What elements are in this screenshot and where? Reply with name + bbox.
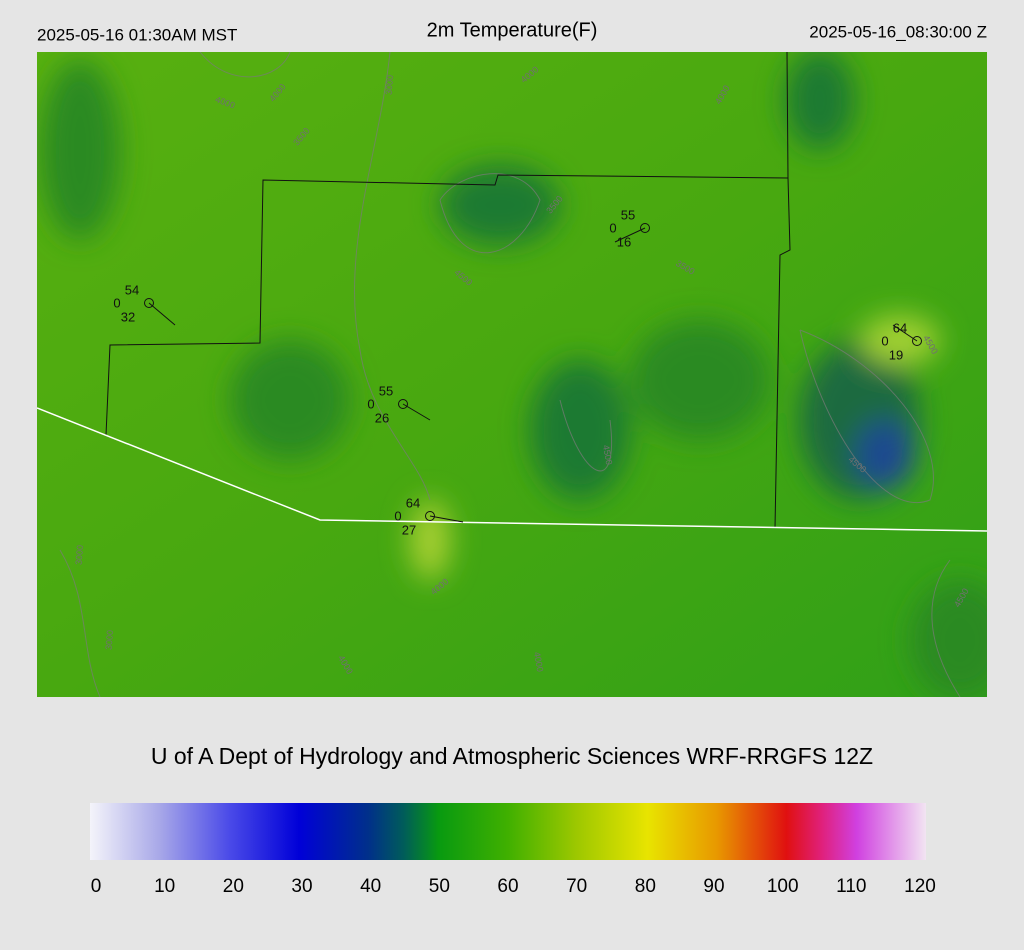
- wind-barb: [614, 227, 646, 243]
- dewpoint: 32: [121, 309, 135, 324]
- title: 2m Temperature(F): [427, 19, 598, 41]
- colorbar-tick-label: 0: [91, 876, 102, 897]
- wind-barb: [148, 302, 176, 326]
- temperature: 55: [621, 207, 635, 222]
- wind-barb: [402, 403, 431, 421]
- station-value: 0: [394, 508, 401, 523]
- dewpoint: 19: [889, 347, 903, 362]
- station-value: 0: [609, 220, 616, 235]
- colorbar-tick-label: 40: [360, 876, 381, 897]
- colorbar: [90, 803, 926, 860]
- temperature: 64: [406, 495, 420, 510]
- wind-barb: [892, 324, 918, 342]
- colorbar-tick-label: 120: [904, 876, 936, 897]
- contour-label: 4000: [532, 651, 545, 672]
- contour-label: 3000: [384, 75, 396, 96]
- utc-time: 2025-05-16_08:30:00 Z: [809, 22, 987, 41]
- station-circle: [144, 298, 154, 308]
- contour-label: 3000: [74, 545, 86, 566]
- station-circle: [398, 399, 408, 409]
- contour-label: 3000: [104, 630, 116, 651]
- colorbar-tick-label: 20: [223, 876, 244, 897]
- station-value: 0: [367, 396, 374, 411]
- station-circle: [640, 223, 650, 233]
- temperature: 55: [379, 383, 393, 398]
- local-time: 2025-05-16 01:30AM MST: [37, 25, 237, 44]
- station-value: 0: [881, 333, 888, 348]
- dewpoint: 26: [375, 410, 389, 425]
- dewpoint: 27: [402, 522, 416, 537]
- temperature: 64: [893, 320, 907, 335]
- colorbar-tick-label: 90: [703, 876, 724, 897]
- colorbar-tick-label: 50: [429, 876, 450, 897]
- station-circle: [912, 336, 922, 346]
- colorbar-tick-label: 60: [497, 876, 518, 897]
- colorbar-tick-label: 30: [291, 876, 312, 897]
- colorbar-tick-label: 10: [154, 876, 175, 897]
- dewpoint: 16: [617, 234, 631, 249]
- colorbar-tick-label: 100: [767, 876, 799, 897]
- colorbar-tick-label: 80: [635, 876, 656, 897]
- wind-barb: [429, 515, 464, 523]
- colorbar-tick-label: 70: [566, 876, 587, 897]
- colorbar-tick-label: 110: [836, 876, 866, 897]
- station-value: 0: [113, 295, 120, 310]
- credit: U of A Dept of Hydrology and Atmospheric…: [151, 743, 873, 769]
- contour-label: 4500: [601, 444, 614, 465]
- temperature: 54: [125, 282, 139, 297]
- station-circle: [425, 511, 435, 521]
